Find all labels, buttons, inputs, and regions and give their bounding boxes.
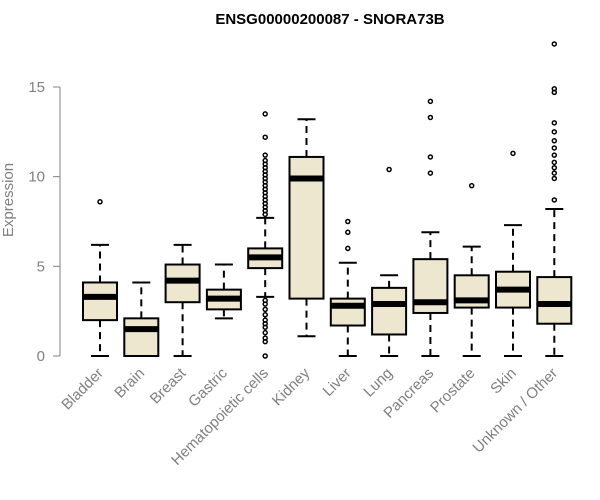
outlier-point: [427, 154, 434, 160]
outlier-point: [551, 138, 558, 144]
outlier-point: [345, 245, 351, 252]
box-iqr: [536, 276, 573, 325]
outlier-point: [386, 166, 392, 173]
box-iqr: [371, 286, 408, 336]
chart-title: ENSG00000200087 - SNORA73B: [215, 11, 444, 28]
outlier-point: [551, 89, 558, 96]
y-tick-label: 10: [28, 169, 45, 186]
outlier-point: [262, 111, 268, 117]
outlier-point: [551, 197, 558, 203]
y-tick-label: 5: [37, 258, 45, 275]
outlier-point: [262, 134, 268, 140]
box-group: [371, 166, 408, 357]
y-axis: 0 5 10 15: [28, 79, 61, 365]
y-tick-label: 0: [37, 348, 45, 365]
box-iqr: [82, 281, 118, 322]
x-tick-label: Liver: [320, 365, 355, 400]
box-group: [288, 118, 325, 338]
box-group: [247, 111, 284, 359]
box-group: [123, 281, 160, 357]
outlier-point: [551, 129, 558, 135]
box-group: [412, 98, 449, 357]
outlier-point: [551, 170, 558, 176]
outlier-point: [345, 229, 351, 236]
outlier-point: [262, 211, 268, 218]
box-iqr: [123, 317, 160, 357]
outlier-point: [551, 41, 558, 47]
outlier-point: [345, 218, 351, 225]
x-tick-label: Prostate: [427, 365, 479, 417]
outlier-point: [262, 301, 268, 307]
x-tick-label: Breast: [147, 364, 190, 407]
plot-area: [82, 41, 573, 359]
box-group: [536, 41, 573, 357]
outlier-point: [427, 170, 434, 176]
x-tick-label: Lung: [360, 365, 396, 401]
outlier-point: [262, 338, 268, 345]
outlier-point: [262, 329, 268, 336]
x-tick-label: Kidney: [269, 364, 314, 409]
outlier-point: [427, 114, 434, 121]
x-tick-label: Brain: [111, 365, 148, 402]
x-tick-label: Skin: [487, 365, 520, 398]
outlier-point: [262, 353, 268, 359]
box-group: [329, 218, 366, 357]
box-iqr: [329, 297, 366, 327]
outlier-point: [468, 182, 475, 189]
y-tick-label: 15: [28, 79, 45, 96]
outlier-point: [427, 98, 434, 105]
outlier-point: [510, 150, 516, 157]
outlier-point: [551, 159, 558, 166]
outlier-point: [551, 152, 558, 158]
box-group: [495, 150, 531, 357]
outlier-point: [551, 145, 558, 151]
y-axis-label: Expression: [0, 163, 17, 237]
outlier-point: [551, 120, 558, 126]
outlier-point: [262, 306, 268, 313]
outlier-point: [262, 312, 268, 318]
box-group: [164, 243, 201, 357]
x-tick-label: Bladder: [58, 365, 107, 414]
box-group: [82, 199, 118, 357]
outlier-point: [262, 324, 268, 331]
outlier-point: [262, 152, 268, 158]
outlier-point: [551, 164, 558, 171]
outlier-point: [97, 199, 103, 205]
outlier-point: [551, 175, 558, 182]
box-group: [453, 182, 490, 357]
box-group: [205, 263, 242, 320]
